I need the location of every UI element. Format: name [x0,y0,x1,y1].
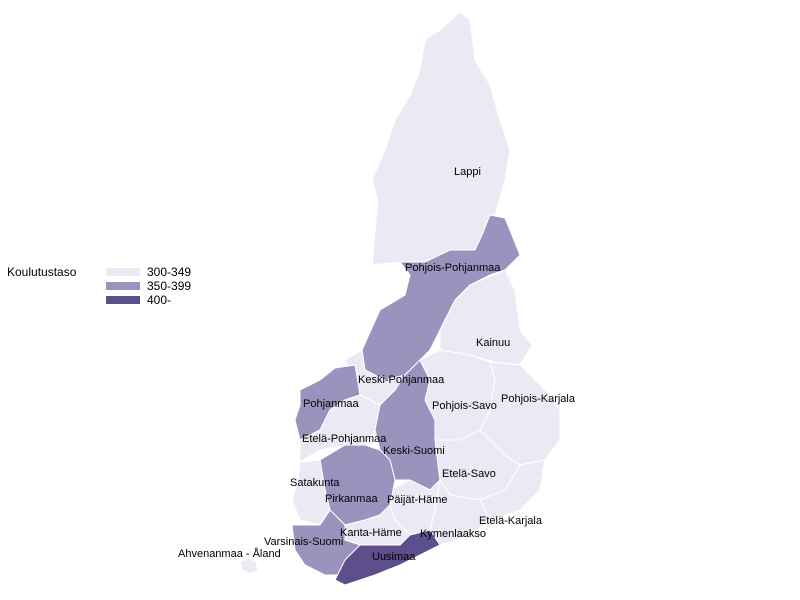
legend-swatch [106,282,140,290]
region-label-pohjois-pohjanmaa: Pohjois-Pohjanmaa [405,262,501,274]
region-label-pohjois-karjala: Pohjois-Karjala [501,393,576,405]
legend-title: Koulutustaso [7,265,77,279]
region-label-etela-savo: Etelä-Savo [442,468,496,480]
legend-label: 400- [147,293,172,307]
region-kainuu [439,269,533,366]
region-label-lappi: Lappi [454,166,481,178]
legend-label: 350-399 [147,279,192,293]
region-etela-pohjanmaa [299,394,381,463]
region-label-etela-pohjanmaa: Etelä-Pohjanmaa [302,433,387,445]
region-label-varsinais-suomi: Varsinais-Suomi [264,536,343,548]
region-label-etela-karjala: Etelä-Karjala [479,515,543,527]
region-label-uusimaa: Uusimaa [372,551,416,563]
region-label-pohjois-savo: Pohjois-Savo [432,400,497,412]
legend-label: 300-349 [147,265,192,279]
region-label-satakunta: Satakunta [290,477,340,489]
region-uusimaa [334,529,441,586]
region-label-keski-suomi: Keski-Suomi [383,445,445,457]
region-label-kanta-ha-me: Kanta-Häme [340,527,402,539]
region-label-pohjanmaa: Pohjanmaa [303,398,360,410]
region-label-keski-pohjanmaa: Keski-Pohjanmaa [358,374,445,386]
legend-swatch [106,268,140,276]
legend-swatch [106,296,140,304]
region-label-pirkanmaa: Pirkanmaa [325,493,378,505]
region-label-ahvenanmaa-a-land: Ahvenanmaa - Åland [178,547,281,560]
region-label-kymenlaakso: Kymenlaakso [420,528,486,540]
region-ahvenanmaa-a-land [239,557,259,575]
region-label-kainuu: Kainuu [476,337,510,349]
region-label-pa-ija-t-ha-me: Päijät-Häme [387,494,448,506]
